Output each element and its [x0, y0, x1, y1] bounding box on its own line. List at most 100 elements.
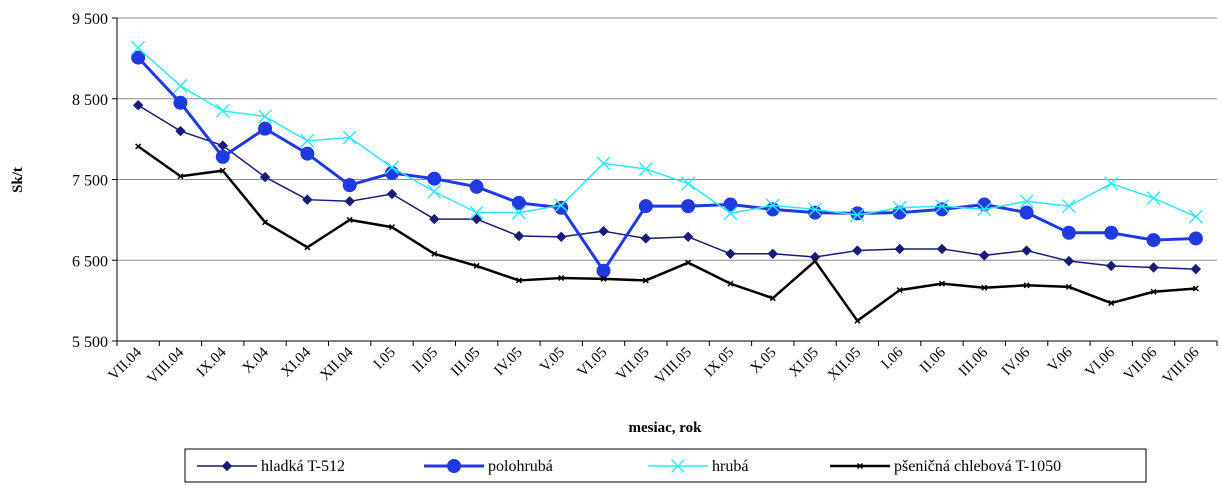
data-point-marker	[175, 125, 186, 137]
data-point-marker	[938, 280, 946, 287]
data-point-marker	[1063, 255, 1075, 267]
data-point-marker	[131, 50, 146, 65]
data-point-marker	[471, 213, 482, 225]
x-tick-label: IX.05	[702, 345, 738, 381]
legend-item: hladká T-512	[197, 458, 345, 475]
x-tick-label: II.05	[409, 345, 441, 377]
data-point-marker	[642, 277, 649, 284]
data-point-marker	[469, 205, 484, 220]
data-point-marker	[386, 188, 398, 200]
x-tick-label: X.04	[240, 344, 273, 377]
data-point-marker	[681, 176, 696, 191]
x-tick-label: III.05	[448, 345, 483, 380]
data-point-marker	[511, 195, 526, 210]
x-tick-label: IX.04	[194, 344, 230, 380]
data-point-marker	[215, 149, 230, 164]
data-point-marker	[258, 121, 273, 136]
data-point-marker	[894, 243, 905, 255]
data-point-marker	[638, 162, 653, 176]
data-point-marker	[1188, 209, 1203, 224]
data-point-marker	[1019, 205, 1034, 220]
x-tick-label: VII.05	[613, 345, 652, 384]
data-point-marker	[1065, 283, 1072, 290]
series-3	[131, 40, 1203, 224]
series-4	[135, 143, 1199, 324]
legend: hladká T-512 polohrubá hrubá pšeničná chleb…	[184, 448, 1147, 483]
data-point-marker	[132, 100, 144, 111]
data-point-marker	[600, 275, 607, 282]
data-point-marker	[977, 197, 992, 212]
data-point-marker	[935, 199, 949, 214]
data-point-marker	[765, 198, 780, 213]
data-point-marker	[1150, 288, 1157, 295]
data-point-marker	[936, 243, 948, 255]
x-tick-label: IV.06	[999, 344, 1034, 379]
data-point-marker	[723, 197, 738, 212]
y-tick-label: 9 500	[72, 11, 108, 28]
data-point-marker	[554, 200, 569, 215]
x-tick-label: II.06	[917, 344, 949, 376]
data-point-marker	[977, 202, 992, 217]
data-point-marker	[640, 233, 652, 244]
data-point-marker	[342, 178, 357, 193]
data-point-marker	[511, 205, 526, 220]
data-point-marker	[808, 205, 823, 220]
data-point-marker	[682, 231, 694, 243]
x-axis-ticks: VII.04 VIII.04 IX.04 X.04 XI.04 XII.04 I.05 II.…	[106, 341, 1218, 388]
legend-marker	[671, 459, 685, 473]
data-point-marker	[1061, 199, 1076, 214]
data-point-marker	[262, 219, 269, 226]
legend-marker	[856, 462, 864, 470]
x-tick-label: I.05	[371, 345, 399, 373]
x-tick-label: VIII.04	[144, 344, 187, 387]
data-point-marker	[638, 199, 653, 214]
data-point-marker	[1192, 285, 1199, 292]
x-tick-label: I.06	[878, 344, 906, 372]
data-point-marker	[598, 225, 609, 237]
data-point-marker	[344, 196, 355, 207]
data-point-marker	[1148, 262, 1159, 273]
x-tick-label: XI.04	[278, 344, 314, 380]
data-point-marker	[850, 208, 865, 223]
legend-marker	[221, 460, 233, 472]
x-tick-label: X.05	[747, 345, 779, 377]
data-point-marker	[1108, 300, 1115, 307]
data-point-marker	[1146, 191, 1161, 206]
data-point-marker	[854, 317, 861, 324]
legend-item: pšeničná chlebová T-1050	[830, 458, 1061, 475]
y-tick-label: 5 500	[72, 334, 108, 351]
legend-label: pšeničná chlebová T-1050	[894, 458, 1061, 475]
data-point-marker	[1188, 231, 1203, 246]
legend-label: hrubá	[712, 458, 748, 475]
data-point-marker	[1190, 263, 1202, 275]
data-point-marker	[554, 198, 569, 213]
data-point-marker	[385, 166, 399, 181]
x-tick-label: VIII.05	[652, 345, 695, 388]
data-point-marker	[1021, 245, 1032, 256]
series-2	[131, 50, 1203, 278]
y-tick-label: 7 500	[72, 173, 108, 190]
data-point-marker	[892, 200, 907, 215]
data-point-marker	[725, 248, 736, 259]
data-point-marker	[723, 206, 738, 221]
y-tick-label: 6 500	[72, 253, 108, 270]
legend-label: hladká T-512	[261, 458, 345, 475]
data-point-marker	[681, 199, 696, 214]
data-point-marker	[135, 143, 142, 150]
series-line	[137, 104, 1196, 270]
x-tick-label: VI.05	[575, 345, 611, 381]
series-line	[137, 145, 1196, 323]
x-tick-label: V.06	[1045, 344, 1076, 375]
data-point-marker	[215, 103, 230, 118]
data-point-marker	[896, 287, 903, 294]
data-point-marker	[515, 277, 522, 284]
data-point-marker	[427, 171, 442, 186]
x-tick-label: VII.04	[106, 344, 146, 384]
series-line	[137, 47, 1197, 218]
y-tick-label: 8 500	[72, 92, 108, 109]
data-point-marker	[513, 230, 525, 242]
data-point-marker	[177, 173, 184, 180]
x-axis-title: mesiac, rok	[628, 420, 702, 436]
data-point-marker	[1104, 225, 1119, 240]
